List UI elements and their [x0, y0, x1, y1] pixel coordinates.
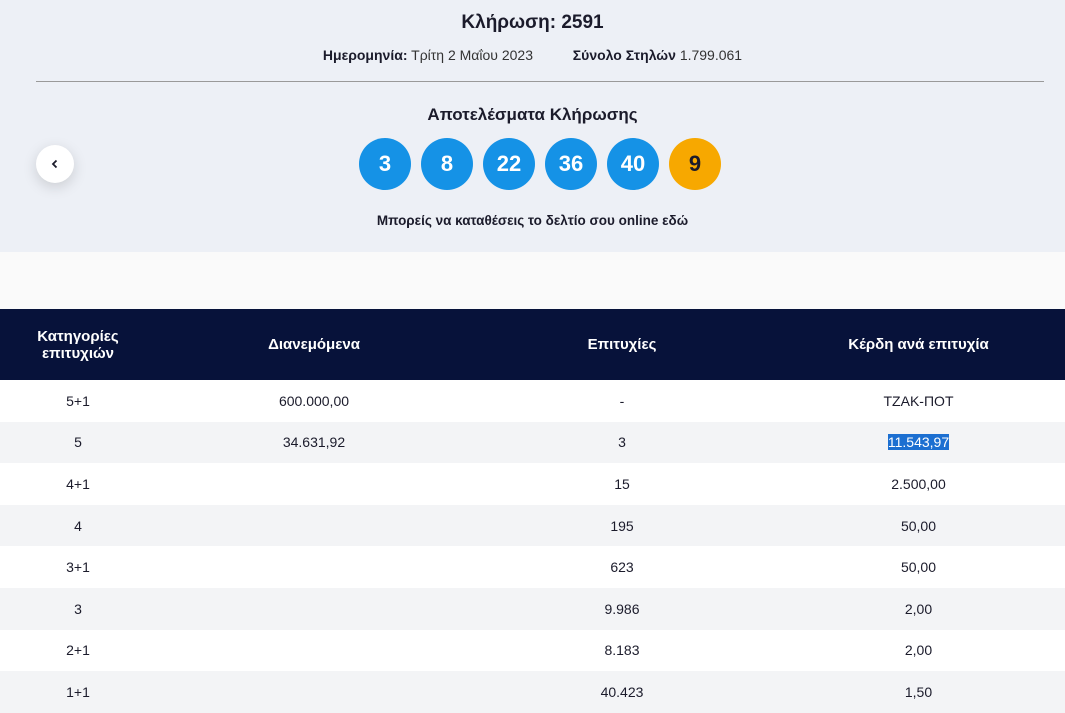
- results-title: Αποτελέσματα Κλήρωσης: [427, 105, 638, 124]
- table-cell: 4+1: [66, 475, 90, 492]
- table-cell: -: [619, 392, 625, 409]
- table-cell: 3: [472, 421, 772, 464]
- table-cell: 8.183: [604, 642, 640, 659]
- table-cell: [156, 587, 472, 630]
- table-cell: 50,00: [900, 559, 937, 576]
- ball: 22: [483, 138, 535, 190]
- table-cell: [156, 504, 472, 547]
- table-row: 5+1 600.000,00 - ΤΖΑΚ-ΠΟΤ: [0, 380, 1065, 422]
- draw-panel: Κλήρωση: 2591 Ημερομηνία: Τρίτη 2 Μαΐου …: [0, 0, 1065, 252]
- table-cell: 3+1: [66, 559, 90, 576]
- table-row: 4 195 50,00: [0, 504, 1065, 547]
- table-cell: 5+1: [66, 392, 90, 409]
- table-cell: [156, 463, 472, 505]
- table-cell: 195: [472, 504, 772, 547]
- table-header: Κατηγορίες επιτυχιών Διανεμόμενα Επιτυχίες…: [0, 309, 1065, 380]
- back-icon: [51, 159, 58, 169]
- columns-value: 1.799.061: [679, 47, 743, 63]
- table-cell: 623: [610, 559, 634, 576]
- table-cell: [156, 546, 472, 588]
- table-cell: 50,00: [772, 504, 1065, 547]
- draw-title: Κλήρωση: 2591: [461, 12, 604, 33]
- table-cell: 1,50: [772, 671, 1065, 713]
- table-cell: ΤΖΑΚ-ΠΟΤ: [883, 392, 954, 409]
- ball: 36: [545, 138, 597, 190]
- table-cell: 9.986: [472, 587, 772, 630]
- table-cell: 4: [0, 504, 156, 547]
- draw-meta: Ημερομηνία: Τρίτη 2 Μαΐου 2023 Σύνολο Στ…: [0, 47, 1065, 63]
- table-cell: 600.000,00: [278, 392, 350, 409]
- divider: [36, 81, 1044, 82]
- prize-table: Κατηγορίες επιτυχιών Διανεμόμενα Επιτυχίες…: [0, 309, 1065, 713]
- column-header: Επιτυχίες: [472, 309, 772, 380]
- selected-text: 11.543,97: [887, 434, 950, 451]
- date-value: Τρίτη 2 Μαΐου 2023: [411, 47, 533, 63]
- table-cell: [156, 671, 472, 713]
- back-button[interactable]: [36, 145, 74, 183]
- column-header: Διανεμόμενα: [156, 309, 472, 380]
- table-cell: 5: [0, 421, 156, 464]
- ball: 8: [421, 138, 473, 190]
- table-cell: 2,00: [772, 587, 1065, 630]
- table-cell: [156, 630, 472, 672]
- table-cell: 11.543,97: [772, 421, 1065, 464]
- column-header: Κατηγορίες επιτυχιών: [0, 309, 156, 380]
- table-cell: 15: [614, 475, 630, 492]
- balls: 3 8 22 36 40 9: [359, 138, 721, 190]
- table-cell: 2.500,00: [891, 475, 946, 492]
- table-row: 5 34.631,92 3 11.543,97: [0, 421, 1065, 464]
- table-row: 1+1 40.423 1,50: [0, 671, 1065, 713]
- table-row: 3 9.986 2,00: [0, 587, 1065, 630]
- table-cell: 2,00: [904, 642, 933, 659]
- spacer: [0, 252, 1065, 309]
- online-link[interactable]: Μπορείς να καταθέσεις το δελτίο σου onli…: [376, 213, 689, 228]
- table-cell: 40.423: [472, 671, 772, 713]
- table-cell: 2+1: [66, 642, 90, 659]
- columns-label: Σύνολο Στηλών: [572, 47, 676, 63]
- table-body: 5+1 600.000,00- ΤΖΑΚ-ΠΟΤ 5 34.631,92 3 11.543,…: [0, 380, 1065, 713]
- ball: 40: [607, 138, 659, 190]
- bonus-ball: 9: [669, 138, 721, 190]
- ball: 3: [359, 138, 411, 190]
- table-cell: 1+1: [0, 671, 156, 713]
- table-cell: 34.631,92: [156, 421, 472, 464]
- column-header: Κέρδη ανά επιτυχία: [772, 309, 1065, 380]
- table-cell: 3: [0, 587, 156, 630]
- table-row: 3+1 623 50,00: [0, 546, 1065, 588]
- date-label: Ημερομηνία:: [322, 47, 408, 63]
- table-row: 2+1 8.183 2,00: [0, 630, 1065, 672]
- table-row: 4+1 15 2.500,00: [0, 463, 1065, 505]
